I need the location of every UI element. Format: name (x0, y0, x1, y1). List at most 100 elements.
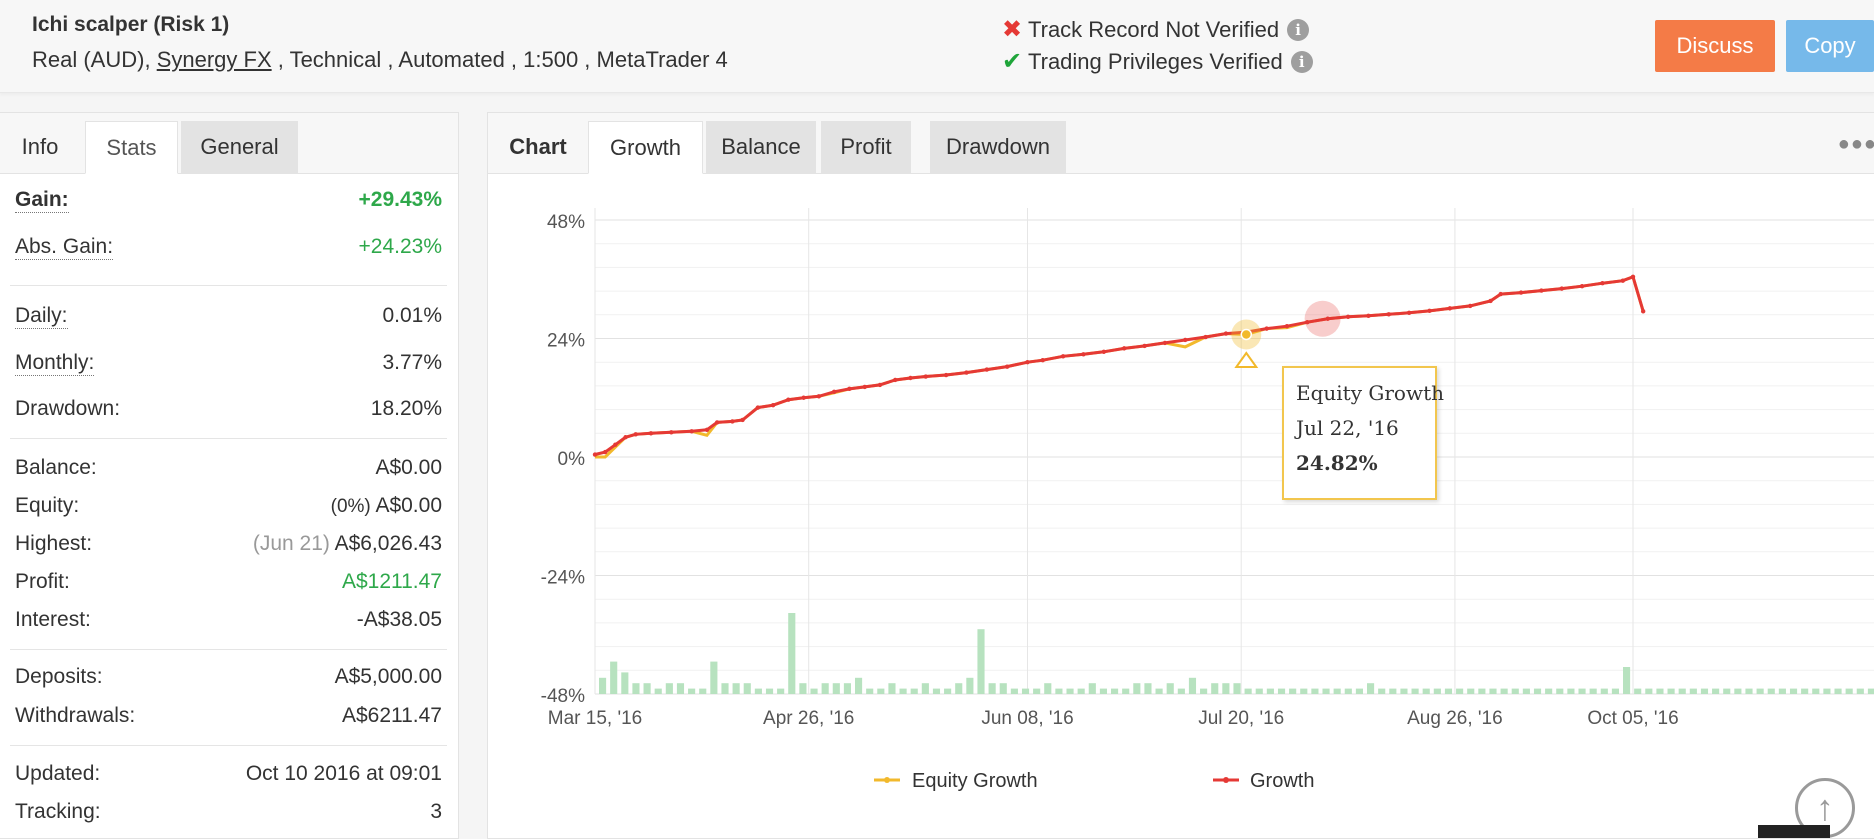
growth-point (1305, 320, 1310, 325)
growth-point (669, 430, 674, 435)
growth-point (1223, 331, 1229, 336)
volume-bar (1277, 688, 1286, 694)
volume-bar (1077, 688, 1085, 694)
cross-icon: ✖ (1002, 16, 1023, 43)
volume-bar (1433, 688, 1441, 694)
check-icon: ✔ (1002, 48, 1023, 75)
volume-bar (1812, 688, 1820, 694)
growth-point (1467, 303, 1473, 309)
growth-point (648, 431, 654, 436)
abs-gain-label[interactable]: Abs. Gain: (15, 235, 114, 260)
volume-bar (1099, 688, 1107, 694)
x-tick-label: Mar 15, '16 (548, 708, 642, 729)
daily-label[interactable]: Daily: (15, 304, 68, 329)
volume-bar (599, 677, 607, 694)
volume-bar (610, 661, 618, 694)
volume-bar (1266, 688, 1274, 694)
volume-bar (799, 683, 807, 694)
volume-bar (1467, 688, 1475, 694)
volume-bar (1188, 677, 1197, 694)
volume-bar (1778, 688, 1786, 694)
tab-info[interactable]: Info (21, 134, 59, 159)
volume-bar (1010, 688, 1018, 694)
tab-drawdown[interactable]: Drawdown (930, 121, 1066, 173)
volume-bar (932, 688, 941, 694)
growth-point (1040, 358, 1045, 363)
broker-link[interactable]: Synergy FX (156, 47, 272, 72)
gain-label[interactable]: Gain: (15, 188, 69, 213)
growth-chart[interactable]: 48% 24% 0% -24% -48%Mar 15, '16 Apr 26, '16 Ju… (488, 113, 1874, 838)
growth-point (984, 367, 989, 372)
withdrawals-label: Withdrawals: (15, 704, 136, 727)
system-attributes: , Technical , Automated , 1:500 , MetaTr… (271, 47, 728, 72)
y-tick-label: -48% (541, 686, 585, 707)
tooltip-value: 24.82% (1296, 451, 1378, 475)
tab-stats[interactable]: Stats (85, 121, 178, 174)
copy-button[interactable]: Copy (1786, 20, 1874, 72)
volume-bar (743, 683, 751, 694)
legend-equity-label: Equity Growth (912, 770, 1038, 792)
volume-bar (1400, 688, 1408, 694)
x-tick-label: Jun 08, '16 (981, 708, 1073, 729)
y-tick-label: 48% (547, 212, 585, 233)
stat-interest: Interest: -A$38.05 (15, 608, 442, 638)
volume-bar (1155, 688, 1163, 694)
growth-point (1142, 343, 1147, 349)
growth-point (1600, 281, 1605, 286)
growth-point (831, 389, 837, 395)
more-options-icon[interactable]: ●●● (1837, 133, 1874, 155)
growth-point (1183, 337, 1188, 343)
volume-bar (788, 613, 796, 694)
volume-bar (855, 677, 863, 694)
highest-amount: A$6,026.43 (334, 532, 442, 555)
volume-bar (1289, 688, 1297, 694)
growth-point (1101, 349, 1107, 355)
volume-bar (944, 688, 952, 694)
volume-bar (1500, 688, 1508, 694)
withdrawals-value: A$6211.47 (341, 704, 442, 727)
volume-bar (1222, 683, 1230, 694)
volume-bar (654, 688, 662, 694)
volume-bar (1255, 688, 1263, 694)
tracking-value: 3 (430, 800, 442, 823)
volume-bar (676, 683, 685, 694)
tab-profit[interactable]: Profit (821, 121, 911, 173)
volume-bar (1411, 688, 1419, 694)
growth-point (1081, 352, 1086, 357)
growth-point (908, 375, 913, 381)
tab-growth[interactable]: Growth (588, 121, 703, 174)
info-icon[interactable]: i (1287, 18, 1310, 41)
interest-label: Interest: (15, 608, 91, 631)
volume-bar (1211, 683, 1219, 694)
drawdown-value: 18.20% (370, 397, 442, 420)
stats-panel: Info Stats General Gain: +29.43% Abs. Ga… (0, 112, 459, 839)
tab-general[interactable]: General (181, 121, 298, 173)
volume-bar (1333, 688, 1341, 694)
volume-bar (1700, 688, 1709, 694)
monthly-label[interactable]: Monthly: (15, 351, 95, 376)
volume-bar (1533, 688, 1542, 694)
volume-bar (1300, 688, 1308, 694)
volume-bar (1723, 688, 1731, 694)
volume-bar (754, 688, 762, 694)
volume-bar (1344, 688, 1352, 694)
volume-bar (1244, 688, 1252, 694)
growth-point (1325, 316, 1330, 321)
info-icon[interactable]: i (1290, 50, 1313, 73)
growth-point (943, 372, 949, 378)
growth-point (1488, 298, 1493, 304)
interest-value: -A$38.05 (356, 608, 442, 631)
volume-bar (721, 683, 729, 694)
volume-bar (632, 683, 640, 694)
volume-bar (1044, 683, 1052, 694)
growth-point (1620, 278, 1626, 283)
volume-bar (1734, 688, 1742, 694)
growth-point (1539, 288, 1544, 293)
x-tick-label: Apr 26, '16 (763, 708, 854, 729)
gain-value: +29.43% (358, 188, 443, 211)
volume-bar (1745, 688, 1753, 694)
equity-label: Equity: (15, 494, 80, 517)
tab-balance[interactable]: Balance (706, 121, 816, 173)
growth-point (740, 417, 745, 423)
discuss-button[interactable]: Discuss (1655, 20, 1775, 72)
